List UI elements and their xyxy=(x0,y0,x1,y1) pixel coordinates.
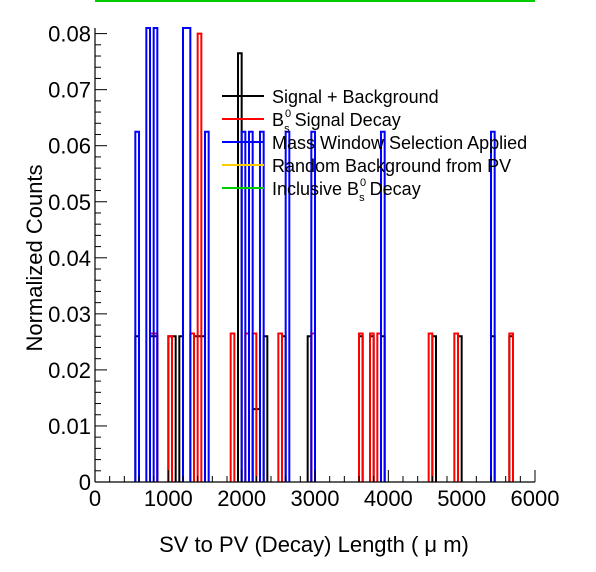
legend-entry-label: Mass Window Selection Applied xyxy=(272,133,527,153)
x-tick-label: 6000 xyxy=(511,486,560,511)
y-tick-label: 0.07 xyxy=(48,78,91,103)
x-axis-title: SV to PV (Decay) Length ( μ m) xyxy=(159,532,469,557)
x-tick-label: 1000 xyxy=(144,486,193,511)
y-ticks: 0 0.01 0.02 0.03 0.04 0.05 0.06 0.07 0.08 xyxy=(48,22,107,495)
x-ticks: 0 1000 2000 3000 4000 5000 6000 xyxy=(89,470,560,511)
y-tick-label: 0.06 xyxy=(48,134,91,159)
x-tick-label: 5000 xyxy=(437,486,486,511)
y-tick-label: 0.08 xyxy=(48,22,91,47)
y-tick-label: 0.04 xyxy=(48,246,91,271)
legend-entry-label: B0 s Signal Decay xyxy=(272,108,401,135)
y-tick-label: 0 xyxy=(79,470,91,495)
y-tick-label: 0.01 xyxy=(48,414,91,439)
legend-entry-label: Signal + Background xyxy=(272,87,439,107)
y-tick-label: 0.03 xyxy=(48,302,91,327)
series-histogram xyxy=(134,27,496,482)
legend-entry-label: Random Background from PV xyxy=(272,156,511,176)
x-tick-label: 3000 xyxy=(291,486,340,511)
y-tick-label: 0.05 xyxy=(48,190,91,215)
x-tick-label: 2000 xyxy=(217,486,266,511)
x-tick-label: 0 xyxy=(89,486,101,511)
y-tick-label: 0.02 xyxy=(48,358,91,383)
y-axis-title: Normalized Counts xyxy=(22,164,47,351)
hist-layer xyxy=(95,0,535,482)
legend-entry-label: Inclusive B0 s Decay xyxy=(272,177,421,204)
x-tick-label: 4000 xyxy=(364,486,413,511)
